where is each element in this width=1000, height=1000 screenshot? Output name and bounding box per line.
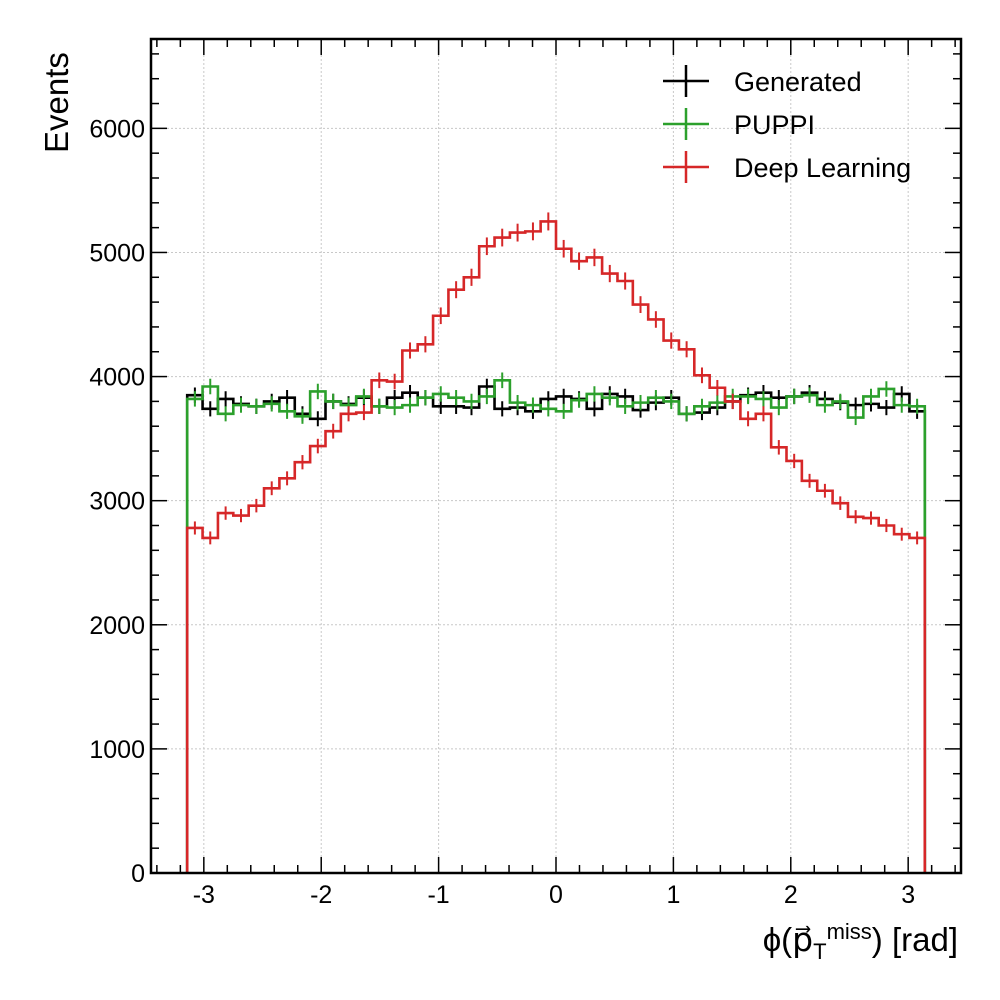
tick-labels: -3 -2 -1 0 1 2 3 0 1000 2000 3000 4000 5000 6000 bbox=[89, 115, 915, 909]
y-axis-title: Events bbox=[38, 52, 75, 153]
y-tick-label: 1000 bbox=[89, 736, 145, 764]
y-tick-label: 5000 bbox=[89, 239, 145, 267]
axis-ticks bbox=[151, 39, 961, 874]
x-tick-label: 3 bbox=[901, 881, 915, 909]
x-axis-title: ϕ(p⃗Tmiss) [rad] bbox=[763, 919, 958, 964]
x-tick-label: 1 bbox=[666, 881, 680, 909]
legend-label: PUPPI bbox=[734, 110, 815, 140]
y-tick-label: 2000 bbox=[89, 612, 145, 640]
x-axis-title-p: p bbox=[792, 921, 813, 958]
x-axis-title-main: ϕ( bbox=[763, 921, 792, 958]
series-step-line bbox=[185, 220, 927, 873]
series-1 bbox=[185, 372, 927, 873]
x-tick-label: -1 bbox=[427, 881, 449, 909]
series-step-line bbox=[185, 378, 927, 873]
y-tick-label: 6000 bbox=[89, 115, 145, 143]
x-tick-label: 2 bbox=[784, 881, 798, 909]
legend-item: Generated bbox=[663, 65, 862, 97]
legend-label: Generated bbox=[734, 67, 862, 97]
legend: Generated PUPPI Deep Learning bbox=[663, 65, 911, 183]
x-tick-label: 0 bbox=[549, 881, 563, 909]
legend-label: Deep Learning bbox=[734, 153, 911, 183]
x-tick-label: -2 bbox=[310, 881, 332, 909]
x-axis-title-end: ) [rad] bbox=[872, 921, 958, 958]
legend-item: PUPPI bbox=[663, 108, 815, 140]
y-tick-label: 3000 bbox=[89, 488, 145, 516]
series-2 bbox=[185, 212, 927, 873]
y-tick-label: 4000 bbox=[89, 364, 145, 392]
legend-item: Deep Learning bbox=[663, 151, 911, 183]
x-axis-title-sup: miss bbox=[827, 919, 872, 944]
y-tick-label: 0 bbox=[131, 860, 145, 888]
x-tick-label: -3 bbox=[193, 881, 215, 909]
series-layer bbox=[185, 212, 927, 873]
grid-lines bbox=[151, 39, 961, 873]
x-axis-title-sub: T bbox=[813, 939, 826, 964]
